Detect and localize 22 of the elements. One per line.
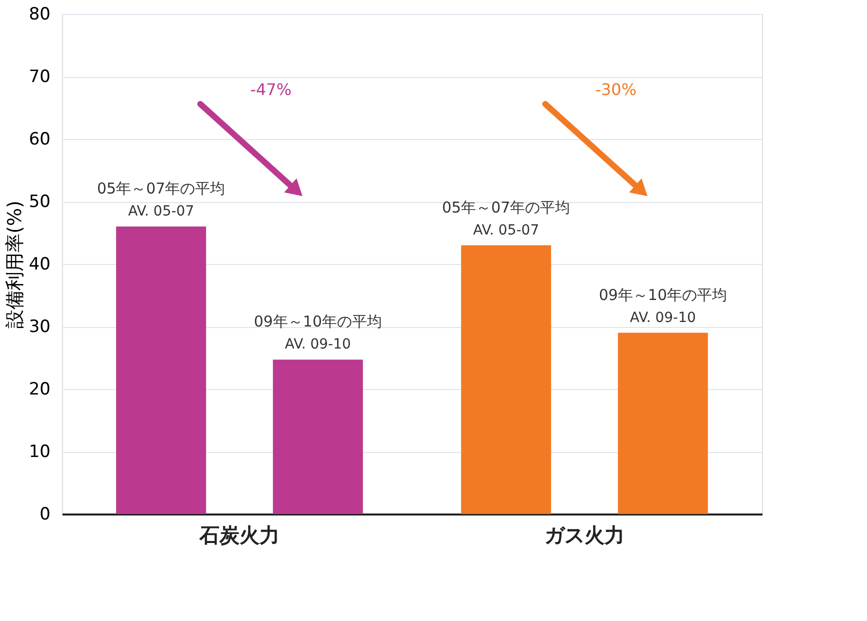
x-tick-label: 石炭火力 bbox=[198, 523, 280, 547]
series-label: AV. 05-07 bbox=[128, 204, 194, 220]
annotation: 09年～10年の平均 bbox=[254, 312, 382, 331]
y-tick-label: 20 bbox=[28, 380, 50, 400]
text: 05年～07年の平均 bbox=[442, 198, 570, 216]
y-tick-label: 80 bbox=[28, 4, 50, 24]
y-tick-label: 0 bbox=[40, 504, 50, 524]
y-axis-title: 設備利用率(%) bbox=[4, 200, 26, 328]
series-label: AV. 09-10 bbox=[284, 336, 351, 353]
text: AV. 09-10 bbox=[630, 310, 696, 326]
annotation: 05年～07年の平均 bbox=[96, 180, 226, 198]
y-tick-label: 70 bbox=[28, 67, 50, 87]
annotation: -47% bbox=[250, 80, 292, 99]
y-tick-label: 40 bbox=[28, 254, 50, 274]
y-tick-label: 30 bbox=[28, 317, 50, 337]
y-tick-label: 50 bbox=[28, 192, 50, 212]
text: 09年～10年の平均 bbox=[598, 286, 728, 304]
x-tick-label: ガス火力 bbox=[544, 523, 624, 547]
y-tick-label: 60 bbox=[28, 130, 50, 150]
annotation: -30% bbox=[595, 80, 637, 99]
text: AV. 05-07 bbox=[473, 222, 540, 238]
y-tick-label: 10 bbox=[28, 442, 50, 462]
